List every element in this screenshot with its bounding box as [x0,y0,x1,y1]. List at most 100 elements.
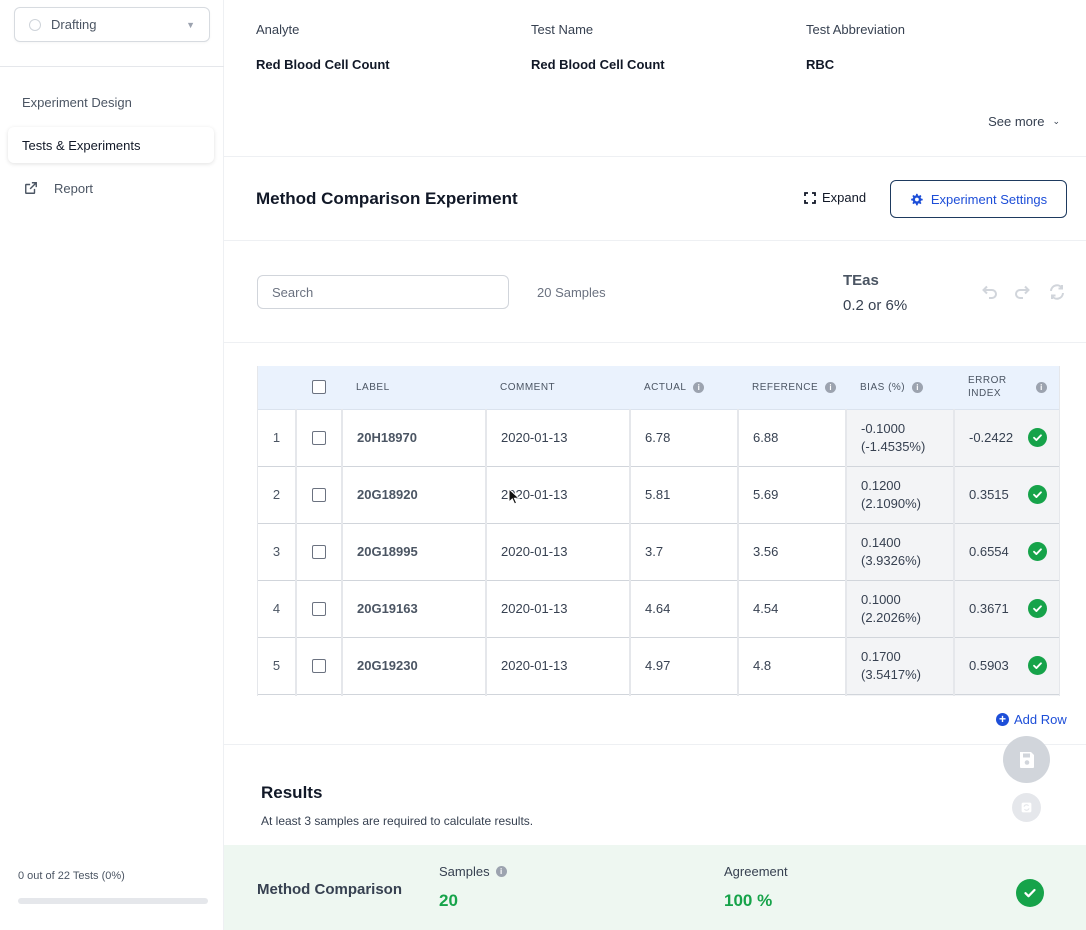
reference-cell[interactable]: 4.8 [738,637,847,695]
secondary-action-button[interactable] [1012,793,1041,822]
label-cell[interactable]: 20G18995 [342,523,487,581]
expand-label: Expand [822,190,867,205]
row-select-cell[interactable] [296,523,343,581]
chevron-down-icon: ⌄ [1052,116,1060,126]
select-all-checkbox[interactable] [312,380,326,395]
error-index-value: 0.3515 [969,487,1009,502]
table-row[interactable]: 3 20G18995 2020-01-13 3.7 3.56 0.1400 (3.9326… [258,523,1059,581]
bias-cell: 0.1700 (3.5417%) [846,637,955,695]
comment-cell[interactable]: 2020-01-13 [486,580,631,638]
header-index-text: INDEX [968,388,1002,400]
row-checkbox[interactable] [312,431,326,446]
tests-progress-bar [18,898,208,904]
samples-count: 20 Samples [537,285,606,300]
label-cell[interactable]: 20G18920 [342,466,487,524]
header-bias-text: BIAS (%) [860,381,906,393]
status-label: Drafting [51,17,97,32]
row-checkbox[interactable] [312,545,326,560]
actual-cell[interactable]: 4.97 [630,637,739,695]
actual-cell[interactable]: 6.78 [630,409,739,467]
row-select-cell[interactable] [296,580,343,638]
experiment-settings-button[interactable]: Experiment Settings [890,180,1067,218]
analyte-label: Analyte [256,22,300,37]
check-circle-icon [1016,879,1044,907]
refresh-icon[interactable] [1048,283,1066,301]
row-checkbox[interactable] [312,488,326,503]
bias-cell: 0.1200 (2.1090%) [846,466,955,524]
sidebar-item-experiment-design[interactable]: Experiment Design [8,84,214,120]
redo-icon[interactable] [1014,283,1032,301]
error-index-cell: 0.3671 [954,580,1059,638]
sidebar-item-tests-experiments[interactable]: Tests & Experiments [8,127,214,163]
reference-cell[interactable]: 6.88 [738,409,847,467]
label-cell[interactable]: 20H18970 [342,409,487,467]
header-error-index: ERROR INDEX i [954,366,1059,410]
error-index-value: 0.6554 [969,544,1009,559]
tests-progress-text: 0 out of 22 Tests (0%) [18,870,125,882]
comment-cell[interactable]: 2020-01-13 [486,523,631,581]
add-row-button[interactable]: + Add Row [996,712,1067,727]
sidebar-item-label: Tests & Experiments [22,137,141,153]
reference-cell[interactable]: 5.69 [738,466,847,524]
header-reference: REFERENCE i [738,366,846,410]
status-dropdown[interactable]: Drafting ▼ [14,7,210,42]
samples-stat-label: Samples [439,864,490,879]
table-row[interactable]: 1 20H18970 2020-01-13 6.78 6.88 -0.1000 (-1.4… [258,409,1059,467]
info-icon[interactable]: i [1036,381,1047,393]
check-circle-icon [1028,599,1047,618]
info-icon[interactable]: i [495,866,507,877]
see-more-button[interactable]: See more ⌄ [988,114,1060,129]
table-row[interactable] [258,694,1059,696]
header-comment: COMMENT [486,366,630,410]
external-link-icon [25,182,37,194]
expand-button[interactable]: Expand [804,190,866,205]
save-icon [1019,751,1034,768]
info-icon[interactable]: i [912,381,924,393]
error-index-cell: -0.2422 [954,409,1059,467]
row-select-cell[interactable] [296,409,343,467]
see-more-label: See more [988,114,1045,129]
table-row[interactable]: 4 20G19163 2020-01-13 4.64 4.54 0.1000 (2.202… [258,580,1059,638]
reference-cell[interactable]: 4.54 [738,580,847,638]
info-icon[interactable]: i [693,381,705,393]
error-index-cell: 0.6554 [954,523,1059,581]
sidebar-item-label: Experiment Design [22,94,132,110]
save-button[interactable] [1003,736,1050,783]
section-divider [224,240,1086,241]
comment-cell[interactable]: 2020-01-13 [486,637,631,695]
search-input[interactable] [257,275,509,309]
row-checkbox[interactable] [312,659,326,674]
label-cell[interactable]: 20G19163 [342,580,487,638]
experiment-title: Method Comparison Experiment [256,189,518,208]
test-abbreviation-label: Test Abbreviation [806,22,906,37]
bias-cell: 0.1400 (3.9326%) [846,523,955,581]
results-message: At least 3 samples are required to calcu… [261,814,534,828]
test-abbreviation-info: Test Abbreviation RBC [806,22,1066,72]
sidebar-item-report[interactable]: Report [8,170,214,206]
row-select-cell[interactable] [296,637,343,695]
agreement-stat-label: Agreement [724,864,788,879]
undo-icon[interactable] [980,283,998,301]
teas-label: TEas [843,272,879,289]
info-icon[interactable]: i [825,381,837,393]
row-checkbox[interactable] [312,602,326,617]
test-abbreviation-value: RBC [806,57,835,72]
error-index-value: -0.2422 [969,430,1014,445]
table-row[interactable]: 5 20G19230 2020-01-13 4.97 4.8 0.1700 (3.5417… [258,637,1059,695]
agreement-stat-value: 100 % [724,891,773,910]
agreement-stat: Agreement 100 % [724,864,788,911]
actual-cell[interactable]: 5.81 [630,466,739,524]
actual-cell[interactable]: 3.7 [630,523,739,581]
header-select-all[interactable] [296,366,342,410]
comment-cell[interactable]: 2020-01-13 [486,409,631,467]
reference-cell[interactable]: 3.56 [738,523,847,581]
table-toolbar [980,283,1066,301]
label-cell[interactable]: 20G19230 [342,637,487,695]
row-select-cell[interactable] [296,466,343,524]
add-row-label: Add Row [1014,712,1067,727]
actual-cell[interactable]: 4.64 [630,580,739,638]
table-row[interactable]: 2 20G18920 2020-01-13 5.81 5.69 0.1200 (2.109… [258,466,1059,524]
header-actual-text: ACTUAL [644,381,687,393]
header-reference-text: REFERENCE [752,381,819,393]
check-circle-icon [1028,428,1047,447]
